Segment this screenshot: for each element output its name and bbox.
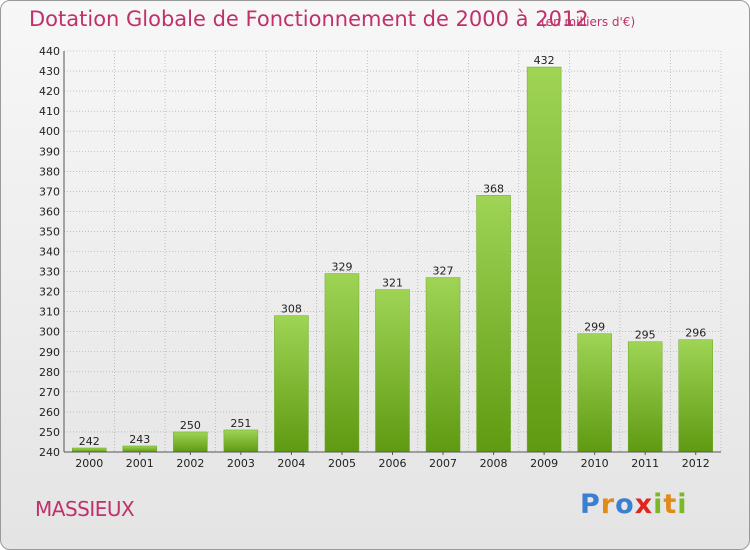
bar-2002 [173, 431, 208, 453]
data-label-2009: 432 [534, 54, 555, 67]
y-tick-label: 430 [39, 65, 60, 78]
data-label-2003: 251 [230, 417, 251, 430]
bar-2007 [425, 277, 461, 453]
bar-2006 [375, 289, 410, 453]
data-label-2012: 296 [685, 327, 706, 340]
axes: 240 250 260 270 280 290 300 310 320 330 340 350 360 3… [39, 45, 721, 470]
x-tick-label-2009: 2009 [530, 457, 558, 470]
logo-letter: t [663, 489, 678, 520]
y-tick-label: 420 [39, 85, 60, 98]
bar-2004 [274, 315, 309, 453]
y-tick-label: 280 [39, 366, 60, 379]
commune-name: MASSIEUX [35, 497, 135, 521]
bar-2008 [476, 195, 511, 453]
y-tick-label: 270 [39, 386, 60, 399]
y-tick-label: 260 [39, 406, 60, 419]
data-label-2007: 327 [433, 265, 454, 278]
y-tick-label: 400 [39, 125, 60, 138]
bar-2009 [526, 66, 562, 453]
bar-2003 [223, 429, 259, 453]
data-label-2002: 250 [180, 419, 201, 432]
logo-letter: x [634, 489, 654, 520]
bar-2011 [627, 341, 663, 453]
y-tick-label: 390 [39, 145, 60, 158]
x-tick-label-2002: 2002 [176, 457, 204, 470]
x-tick-label-2003: 2003 [227, 457, 255, 470]
y-tick-label: 290 [39, 346, 60, 359]
y-tick-label: 380 [39, 165, 60, 178]
y-tick-label: 410 [39, 105, 60, 118]
data-labels: 242 243 250 251 308 329 321 327 368 432 299 295 296 [79, 54, 706, 448]
bar-2010 [577, 333, 612, 453]
x-tick-label-2007: 2007 [429, 457, 457, 470]
logo-letter: r [600, 489, 616, 520]
y-tick-label: 250 [39, 426, 60, 439]
data-label-2004: 308 [281, 303, 302, 316]
x-tick-label-2012: 2012 [682, 457, 710, 470]
bar-2000 [72, 447, 107, 453]
y-tick-label: 370 [39, 185, 60, 198]
y-tick-label: 340 [39, 246, 60, 259]
y-tick-label: 440 [39, 45, 60, 58]
chart-unit-note: (en milliers d'€) [541, 15, 636, 29]
data-label-2010: 299 [584, 321, 605, 334]
x-tick-label-2004: 2004 [277, 457, 305, 470]
proxiti-logo[interactable]: Proxiti [580, 489, 688, 520]
data-label-2001: 243 [129, 433, 150, 446]
x-tick-label-2006: 2006 [379, 457, 407, 470]
data-label-2006: 321 [382, 277, 403, 290]
y-tick-label: 330 [39, 266, 60, 279]
x-tick-label-2001: 2001 [126, 457, 154, 470]
y-tick-label: 300 [39, 326, 60, 339]
logo-letter: i [677, 489, 688, 520]
data-label-2011: 295 [635, 329, 656, 342]
data-label-2000: 242 [79, 435, 100, 448]
y-tick-label: 360 [39, 205, 60, 218]
chart-title: Dotation Globale de Fonctionnement de 20… [29, 7, 589, 31]
bar-2005 [324, 273, 360, 453]
y-tick-label: 310 [39, 306, 60, 319]
bar-2012 [678, 339, 713, 453]
logo-letter: P [580, 489, 601, 520]
y-tick-label: 240 [39, 446, 60, 459]
x-tick-label-2008: 2008 [480, 457, 508, 470]
y-tick-label: 320 [39, 286, 60, 299]
data-label-2008: 368 [483, 182, 504, 195]
bars [72, 66, 713, 453]
bar-2001 [122, 445, 158, 453]
x-tick-label-2011: 2011 [631, 457, 659, 470]
grid-lines [63, 50, 722, 453]
logo-letter: i [653, 489, 664, 520]
x-tick-label-2005: 2005 [328, 457, 356, 470]
x-tick-label-2000: 2000 [75, 457, 103, 470]
data-label-2005: 329 [331, 261, 352, 274]
y-tick-label: 350 [39, 225, 60, 238]
x-tick-label-2010: 2010 [581, 457, 609, 470]
logo-letter: o [615, 489, 635, 520]
